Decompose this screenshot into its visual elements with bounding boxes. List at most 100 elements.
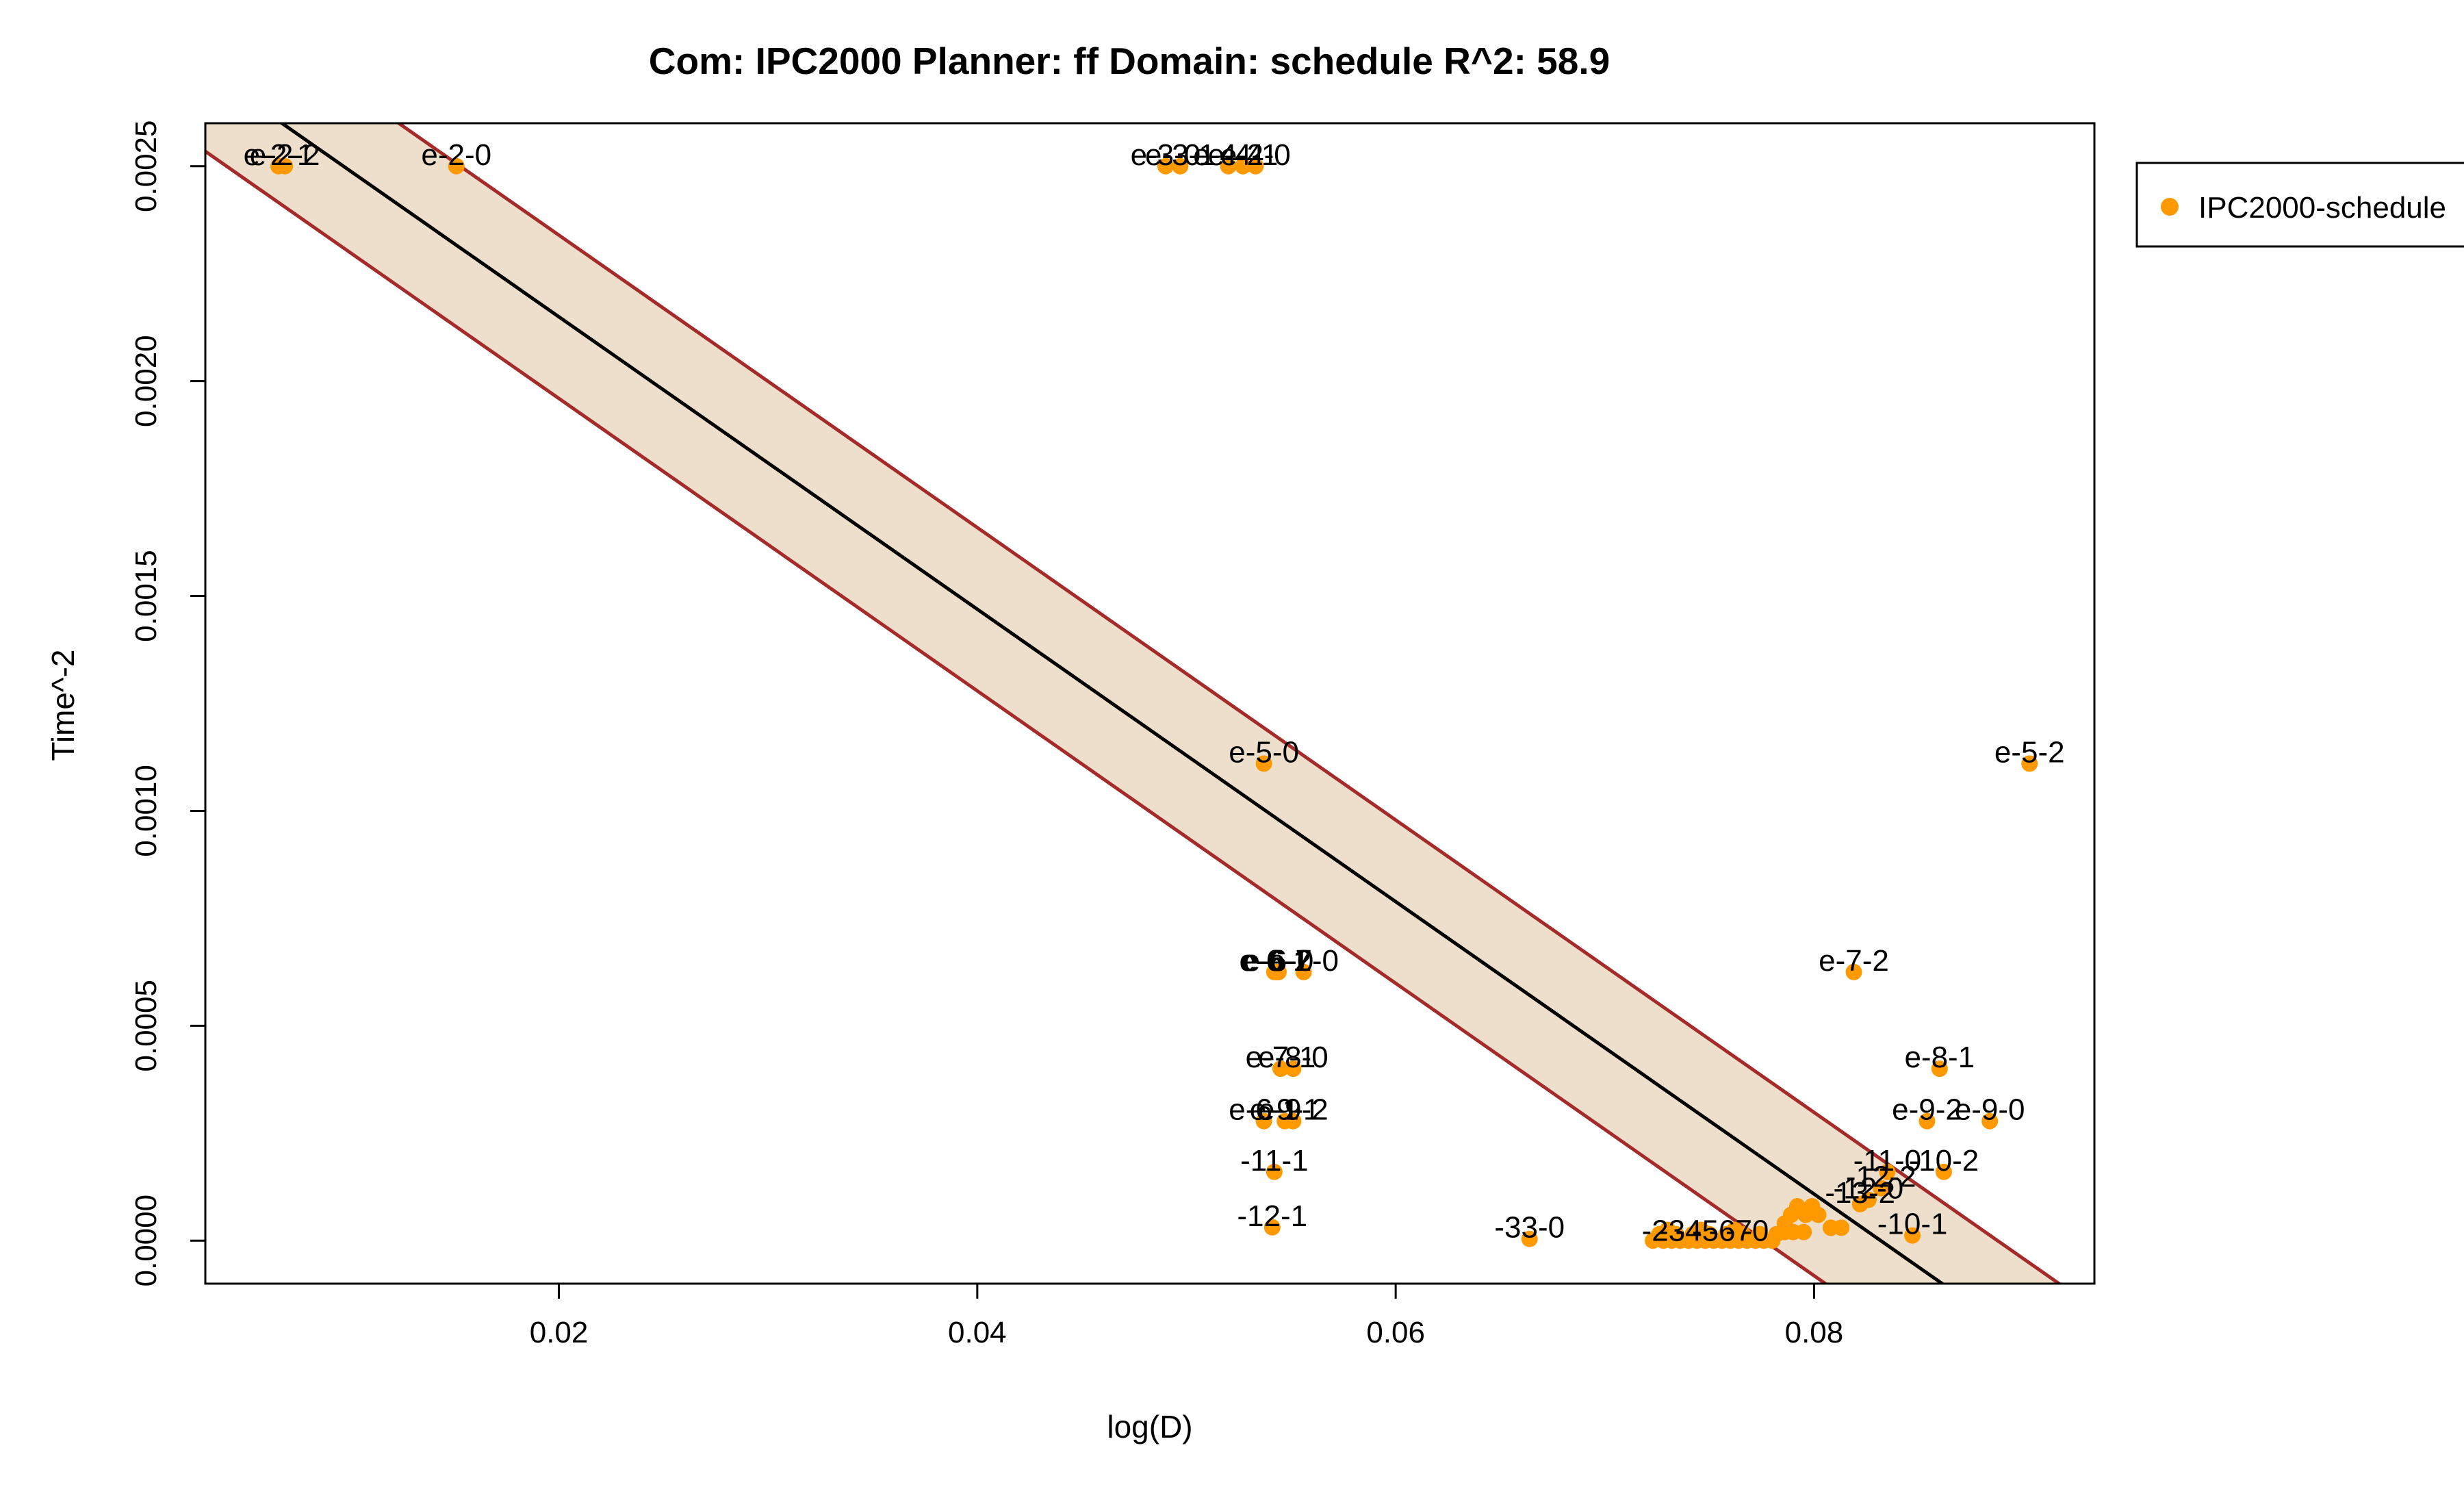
data-point <box>1521 1230 1538 1247</box>
data-point <box>1157 157 1174 175</box>
data-point <box>1918 1112 1936 1130</box>
data-point <box>1851 1195 1869 1212</box>
point-label: e-6-0 <box>1244 944 1314 978</box>
data-point <box>1659 1221 1676 1238</box>
point-label: e-3-1 <box>1145 138 1216 172</box>
data-point <box>1285 1112 1302 1130</box>
point-label: e-9-2 <box>1258 1093 1329 1127</box>
data-point <box>1272 1060 1289 1078</box>
data-point <box>1726 1221 1743 1238</box>
point-label: e-2-0 <box>421 138 491 172</box>
point-label: e-9-1 <box>1250 1093 1320 1127</box>
point-label: e-9-0 <box>1955 1093 2025 1127</box>
data-point <box>1904 1227 1921 1244</box>
labeled-points <box>270 157 2038 1247</box>
point-label: -11-1 <box>1240 1144 1308 1178</box>
legend: IPC2000-schedule <box>2135 162 2464 248</box>
data-point <box>1247 157 1264 175</box>
point-label: e-6-1 <box>1240 944 1310 978</box>
data-point <box>1255 1112 1272 1130</box>
x-axis-label: log(D) <box>1107 1409 1192 1445</box>
cluster-label: -0 <box>1742 1214 1769 1247</box>
point-label: e-7-2 <box>1819 944 1889 978</box>
cluster-label: -2 <box>1642 1214 1669 1247</box>
point-label: e-4-0 <box>1220 138 1291 172</box>
cluster-label: -3 <box>1658 1214 1685 1247</box>
cluster-labels: -2-3-4-5-6-7-0 <box>1642 1214 1769 1247</box>
data-point <box>1935 1163 1952 1180</box>
x-tick-label: 0.08 <box>1785 1316 1844 1349</box>
data-point <box>1263 1219 1281 1236</box>
point-label: e-4-2 <box>1193 138 1263 172</box>
x-tick-label: 0.02 <box>530 1316 589 1349</box>
point-label: -12-0 <box>1834 1172 1904 1206</box>
point-label: e-6-2 <box>1242 944 1312 978</box>
data-point <box>1833 1219 1850 1236</box>
y-tick-label: 0.0015 <box>129 550 163 642</box>
point-label: -10-1 <box>1877 1208 1948 1241</box>
data-point <box>1845 963 1862 980</box>
confidence-band <box>205 123 2062 1284</box>
x-axis: 0.02 0.04 0.06 0.08 <box>530 1282 1844 1349</box>
data-point <box>1255 755 1272 772</box>
x-tick-label: 0.04 <box>948 1316 1007 1349</box>
clustered-points <box>1645 1198 1850 1249</box>
y-tick-label: 0.0020 <box>129 335 163 427</box>
data-point <box>277 157 294 175</box>
data-point <box>1693 1221 1710 1238</box>
data-point <box>448 157 465 175</box>
point-label: e-2-1 <box>244 138 314 172</box>
data-point <box>1172 157 1189 175</box>
regression-line-layer <box>279 123 1946 1284</box>
cluster-label: -5 <box>1692 1214 1719 1247</box>
point-label: -12-2 <box>1846 1160 1916 1194</box>
legend-box <box>2135 162 2464 248</box>
y-tick-label: 0.0010 <box>129 765 163 857</box>
legend-label: IPC2000-schedule <box>2198 191 2446 225</box>
data-point <box>1795 1223 1812 1240</box>
data-point <box>1981 1112 1999 1130</box>
point-label: e-8-1 <box>1904 1041 1975 1074</box>
data-point <box>1931 1060 1948 1078</box>
data-point <box>1285 1060 1302 1078</box>
point-label: e-5-0 <box>1229 735 1299 769</box>
cluster-label: -4 <box>1675 1214 1702 1247</box>
point-labels: e-2-1e-2-2 e-2-0 e-3-0e-3-1e-4-2e-4-1e-4-0… <box>244 138 2065 1245</box>
data-point <box>1873 1180 1890 1197</box>
y-axis-label: Time^-2 <box>45 650 81 761</box>
y-tick-label: 0.0025 <box>129 120 163 212</box>
point-label: e-7-0 <box>1268 944 1339 978</box>
data-point <box>2021 755 2038 772</box>
point-label: -33-0 <box>1494 1211 1565 1245</box>
x-tick-label: 0.06 <box>1366 1316 1425 1349</box>
point-label: e-6-1 <box>1229 1093 1299 1127</box>
point-label: e-9-2 <box>1892 1093 1962 1127</box>
data-point <box>1220 157 1237 175</box>
regression-line <box>279 123 1946 1284</box>
cluster-label: -6 <box>1708 1214 1735 1247</box>
legend-marker <box>2161 198 2179 216</box>
point-label: -10-2 <box>1909 1144 1979 1178</box>
point-label: -13-2 <box>1825 1176 1895 1210</box>
data-point <box>1788 1198 1806 1214</box>
y-tick-label: 0.0005 <box>129 980 163 1072</box>
point-label: e-2-2 <box>250 138 320 172</box>
point-label: e-8-0 <box>1258 1041 1329 1074</box>
chart-title: Com: IPC2000 Planner: ff Domain: schedul… <box>649 40 1610 82</box>
data-point <box>1804 1198 1821 1214</box>
band-fill <box>205 123 2059 1284</box>
point-label: e-5-2 <box>1994 735 2065 769</box>
data-point <box>1295 963 1312 980</box>
point-label: -12-1 <box>1237 1199 1307 1233</box>
point-label: e-4-1 <box>1208 138 1279 172</box>
band-upper-edge <box>396 123 2062 1284</box>
data-point <box>1235 157 1252 175</box>
data-point <box>1751 1225 1768 1243</box>
y-tick-label: 0.0000 <box>129 1195 163 1287</box>
y-axis: 0.0000 0.0005 0.0010 0.0015 0.0020 0.0025 <box>129 120 207 1287</box>
band-lower-edge <box>205 150 1829 1284</box>
point-label: e-7-1 <box>1246 1041 1316 1074</box>
point-label: e-3-0 <box>1131 138 1201 172</box>
data-point <box>1270 963 1287 980</box>
